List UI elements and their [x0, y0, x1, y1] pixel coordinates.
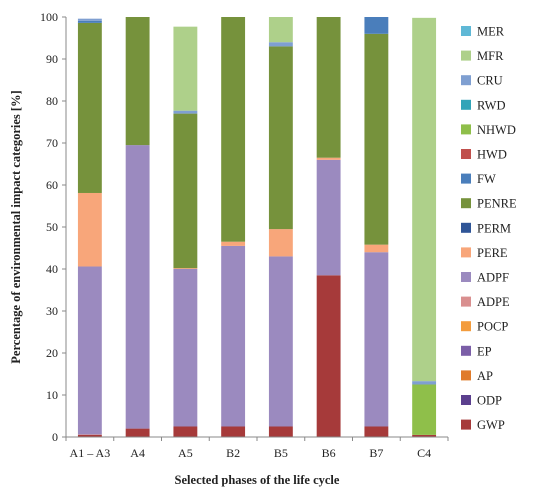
bar-segment-mfr	[173, 26, 198, 111]
bar-segment-adpf	[316, 159, 341, 276]
y-tick-label: 40	[46, 262, 58, 276]
legend-label-rwd: RWD	[477, 98, 505, 112]
legend-swatch-perm	[461, 222, 471, 233]
x-tick-label: B6	[322, 446, 336, 460]
bar-segment-pere	[268, 229, 293, 257]
x-tick-label: C4	[417, 446, 431, 460]
bar-segment-adpf	[125, 145, 150, 429]
y-tick-label: 90	[46, 52, 58, 66]
x-tick-label: B7	[369, 446, 383, 460]
bar-segment-fw	[77, 20, 102, 23]
x-axis-title: Selected phases of the life cycle	[175, 473, 340, 487]
bar-segment-pere	[364, 244, 389, 253]
x-tick-label: B5	[274, 446, 288, 460]
bar-segment-gwp	[412, 434, 437, 437]
bar-segment-penre	[268, 46, 293, 230]
legend-swatch-odp	[461, 395, 471, 405]
legend-label-ap: AP	[477, 369, 493, 383]
legend-swatch-hwd	[461, 149, 471, 159]
legend-swatch-gwp	[461, 419, 471, 430]
bar-segment-gwp	[221, 426, 246, 437]
bar-segment-cru	[412, 381, 437, 385]
x-ticks: A1 – A3 A4 A5 B2 B5 B6 B7 C4	[65, 437, 449, 460]
legend-label-fw: FW	[477, 172, 496, 186]
legend-swatch-adpf	[461, 272, 471, 282]
legend-swatch-nhwd	[461, 124, 471, 135]
bar-segment-gwp	[316, 275, 341, 437]
legend-label-odp: ODP	[477, 394, 502, 408]
bar-segment-cru	[173, 110, 198, 114]
legend-swatch-rwd	[461, 99, 471, 110]
legend-swatch-fw	[461, 173, 471, 184]
legend-label-pere: PERE	[477, 246, 508, 260]
legend-swatch-ep	[461, 345, 471, 356]
legend-swatch-mfr	[461, 50, 471, 61]
legend-label-adpf: ADPF	[477, 271, 509, 285]
bar-segment-cru	[268, 42, 293, 47]
legend-label-pocp: POCP	[477, 320, 508, 334]
legend-swatch-penre	[461, 198, 471, 209]
bar-segment-mfr	[412, 17, 437, 382]
bar-segment-adpf	[364, 252, 389, 427]
bar-segment-gwp	[364, 426, 389, 437]
legend-label-nhwd: NHWD	[477, 123, 516, 137]
y-tick-label: 20	[46, 346, 58, 360]
axes-layer	[65, 17, 448, 438]
bar-segment-penre	[364, 33, 389, 245]
bar-segment-adpf	[77, 266, 102, 435]
bar-segment-gwp	[77, 434, 102, 437]
legend-swatch-adpe	[461, 296, 471, 307]
legend-label-hwd: HWD	[477, 148, 507, 162]
bar-segment-adpf	[173, 269, 198, 427]
y-tick-label: 50	[46, 220, 58, 234]
bar-segment-penre	[77, 22, 102, 193]
legend-label-adpe: ADPE	[477, 295, 510, 309]
bar-segment-penre	[316, 17, 341, 158]
bar-segment-gwp	[125, 428, 150, 437]
x-tick-label: A4	[130, 446, 145, 460]
legend-swatch-mer	[461, 26, 471, 36]
legend-label-cru: CRU	[477, 74, 503, 88]
legend-label-mfr: MFR	[477, 49, 504, 63]
y-axis-title: Percentage of environmental impact categ…	[9, 90, 23, 363]
bar-segment-nhwd	[412, 384, 437, 435]
y-ticks: 0 10 20 30 40 50 60 70 80 90 100	[40, 10, 66, 444]
bar-segment-pere	[77, 192, 102, 267]
bar-segment-pere	[173, 268, 198, 269]
legend-label-ep: EP	[477, 344, 492, 358]
bar-segment-fw	[364, 17, 389, 34]
y-tick-label: 100	[40, 10, 58, 24]
y-tick-label: 70	[46, 136, 58, 150]
bar-segment-penre	[125, 17, 150, 146]
bar-segment-penre	[221, 17, 246, 242]
legend-swatch-ap	[461, 370, 471, 381]
legend-label-perm: PERM	[477, 221, 511, 235]
legend-label-mer: MER	[477, 25, 505, 39]
bar-segment-cru	[77, 18, 102, 21]
bar-segment-adpf	[268, 256, 293, 427]
y-tick-label: 60	[46, 178, 58, 192]
bars-layer	[77, 17, 437, 437]
bar-segment-adpf	[221, 245, 246, 427]
bar-segment-gwp	[268, 426, 293, 437]
x-tick-label: A1 – A3	[70, 446, 111, 460]
bar-segment-penre	[173, 113, 198, 269]
bar-segment-pere	[316, 157, 341, 160]
bar-segment-mfr	[268, 17, 293, 43]
y-tick-label: 30	[46, 304, 58, 318]
legend-label-gwp: GWP	[477, 418, 505, 432]
x-tick-label: B2	[226, 446, 240, 460]
bar-segment-pere	[221, 241, 246, 246]
legend-label-penre: PENRE	[477, 197, 517, 211]
bar-segment-gwp	[173, 426, 198, 437]
legend-swatch-pere	[461, 247, 471, 258]
legend: MER MFR CRU RWD NHWD HWD FW PENRE PERM PERE ADPF AD…	[461, 25, 517, 432]
x-tick-label: A5	[178, 446, 193, 460]
y-tick-label: 0	[52, 430, 58, 444]
legend-swatch-cru	[461, 75, 471, 86]
legend-swatch-pocp	[461, 321, 471, 332]
y-tick-label: 10	[46, 388, 58, 402]
y-tick-label: 80	[46, 94, 58, 108]
